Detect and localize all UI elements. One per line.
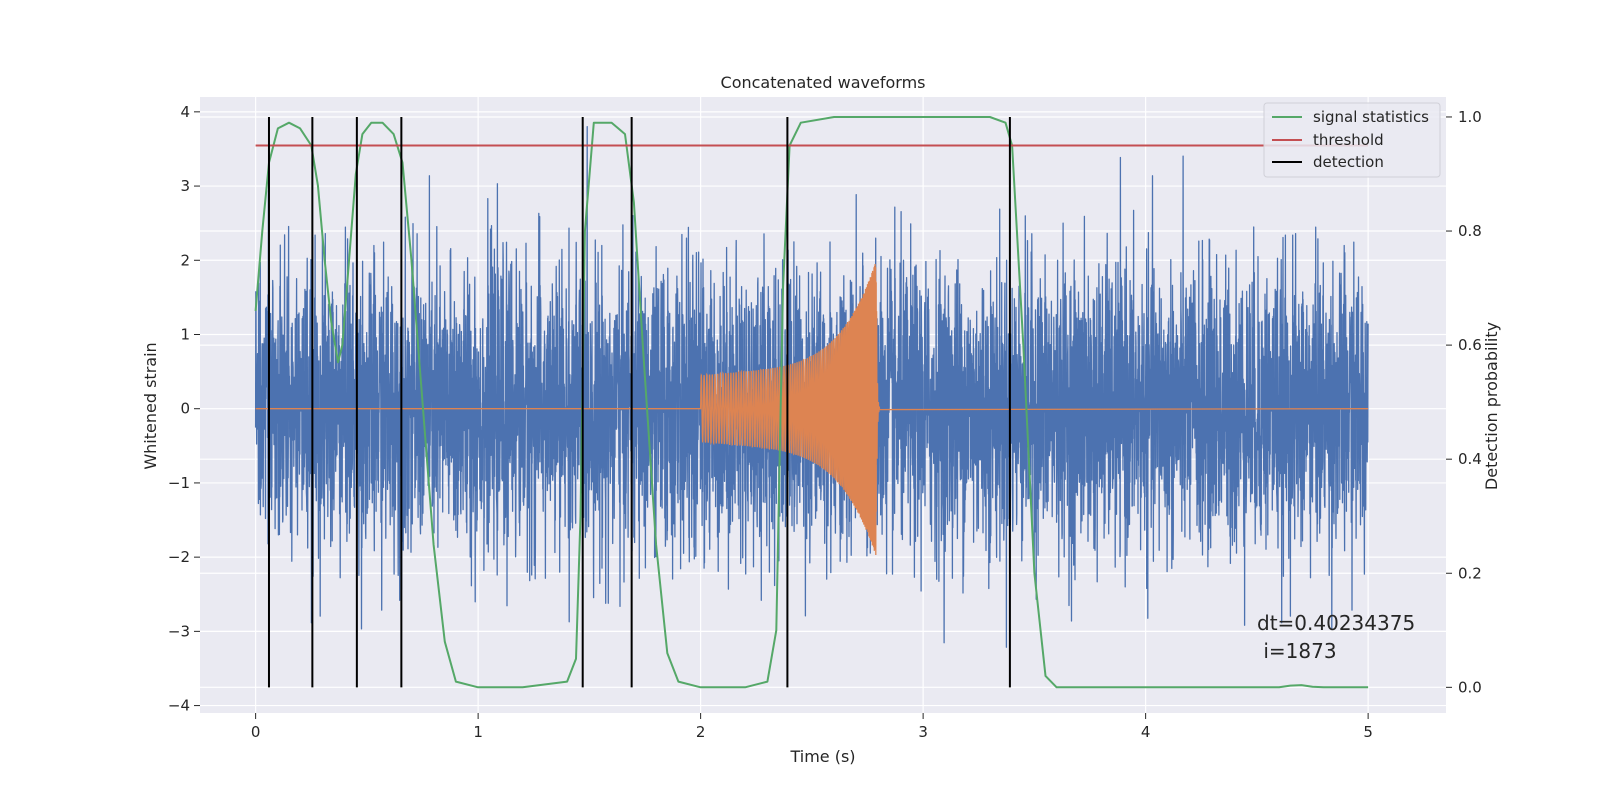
series-signal-statistics — [254, 116, 1369, 689]
series-waveform-template — [255, 263, 1369, 556]
legend-label-threshold: threshold — [1313, 131, 1384, 149]
x-tick-label: 2 — [696, 723, 706, 741]
x-tick-label: 3 — [918, 723, 928, 741]
x-axis-label: Time (s) — [789, 747, 855, 766]
y-right-axis-label: Detection probability — [1482, 322, 1501, 490]
annotation-index: i=1873 — [1257, 639, 1337, 663]
y-left-tick-label: 4 — [180, 103, 190, 121]
x-tick-label: 5 — [1363, 723, 1373, 741]
legend-item-signal-statistics: signal statistics — [1272, 108, 1429, 126]
y-left-axis-ticks: −4 −3 −2 −1 0 1 2 3 4 — [168, 103, 200, 715]
y-left-tick-label: −4 — [168, 697, 190, 715]
x-tick-label: 0 — [251, 723, 261, 741]
legend: signal statistics threshold detection — [1263, 102, 1441, 178]
y-right-tick-label: 0.0 — [1458, 678, 1482, 696]
y-left-tick-label: −2 — [168, 548, 190, 566]
y-left-tick-label: 3 — [180, 177, 190, 195]
y-left-tick-label: 2 — [180, 251, 190, 269]
x-tick-label: 1 — [473, 723, 483, 741]
y-right-tick-label: 0.8 — [1458, 222, 1482, 240]
legend-label-detection: detection — [1313, 153, 1384, 171]
plot-series — [254, 116, 1369, 689]
legend-label-signal-statistics: signal statistics — [1313, 108, 1429, 126]
chart-title: Concatenated waveforms — [721, 73, 926, 92]
x-tick-label: 4 — [1141, 723, 1151, 741]
y-right-axis-ticks: 0.0 0.2 0.4 0.6 0.8 1.0 — [1446, 108, 1482, 696]
y-right-tick-label: 0.6 — [1458, 336, 1482, 354]
y-left-tick-label: 0 — [180, 400, 190, 418]
y-left-tick-label: −1 — [168, 474, 190, 492]
y-left-tick-label: 1 — [180, 325, 190, 343]
y-left-axis-label: Whitened strain — [141, 342, 160, 469]
legend-item-detection: detection — [1272, 153, 1384, 171]
y-right-tick-label: 1.0 — [1458, 108, 1482, 126]
y-left-tick-label: −3 — [168, 622, 190, 640]
legend-box — [1263, 102, 1441, 178]
annotation-dt: dt=0.40234375 — [1257, 611, 1415, 635]
legend-item-threshold: threshold — [1272, 131, 1384, 149]
x-axis-ticks: 0 1 2 3 4 5 — [251, 713, 1373, 741]
y-right-tick-label: 0.2 — [1458, 564, 1482, 582]
y-right-tick-label: 0.4 — [1458, 450, 1482, 468]
